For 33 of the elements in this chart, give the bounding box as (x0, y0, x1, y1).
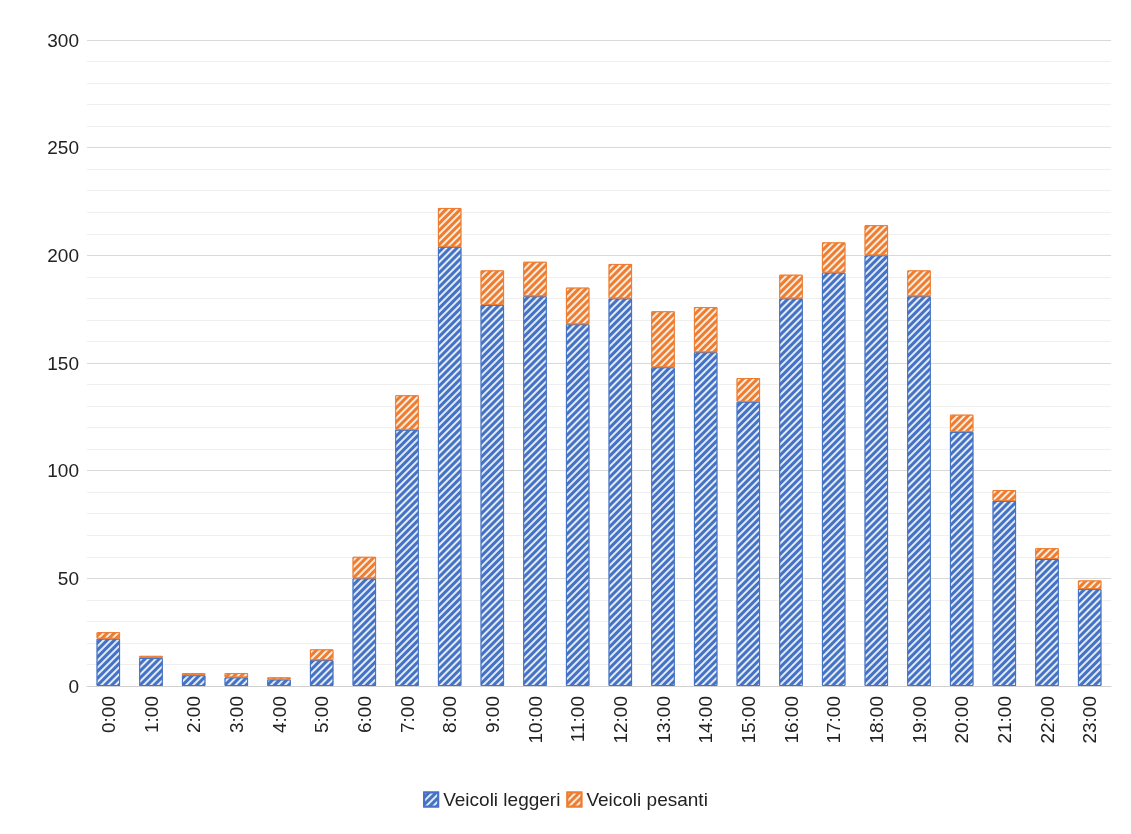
legend-label: Veicoli leggeri (443, 789, 561, 810)
y-tick-label: 0 (68, 675, 79, 697)
x-tick-label: 7:00 (396, 696, 418, 733)
x-tick-label: 22:00 (1036, 696, 1058, 744)
x-tick-label: 8:00 (439, 696, 461, 733)
x-tick-label: 18:00 (865, 696, 887, 744)
x-tick-label: 13:00 (652, 696, 674, 744)
y-tick-label: 300 (47, 29, 79, 51)
y-tick-label: 100 (47, 460, 79, 482)
x-tick-label: 4:00 (268, 696, 290, 733)
x-tick-label: 9:00 (481, 696, 503, 733)
y-tick-label: 150 (47, 352, 79, 374)
y-tick-label: 200 (47, 244, 79, 266)
x-tick-label: 1:00 (140, 696, 162, 733)
y-tick-label: 50 (57, 567, 79, 589)
x-tick-label: 17:00 (823, 696, 845, 744)
x-tick-label: 15:00 (737, 696, 759, 744)
x-tick-label: 0:00 (97, 696, 119, 733)
x-tick-label: 20:00 (951, 696, 973, 744)
x-tick-label: 23:00 (1079, 696, 1101, 744)
x-tick-label: 10:00 (524, 696, 546, 744)
y-tick-label: 250 (47, 137, 79, 159)
legend-label: Veicoli pesanti (586, 789, 708, 810)
x-tick-label: 14:00 (695, 696, 717, 744)
x-tick-label: 12:00 (609, 696, 631, 744)
x-tick-label: 16:00 (780, 696, 802, 744)
x-tick-label: 11:00 (567, 696, 589, 743)
x-tick-label: 3:00 (225, 696, 247, 733)
x-tick-label: 19:00 (908, 696, 930, 744)
x-tick-label: 6:00 (353, 696, 375, 733)
x-tick-label: 2:00 (183, 696, 205, 733)
x-tick-label: 21:00 (993, 696, 1015, 744)
x-tick-label: 5:00 (311, 696, 333, 733)
